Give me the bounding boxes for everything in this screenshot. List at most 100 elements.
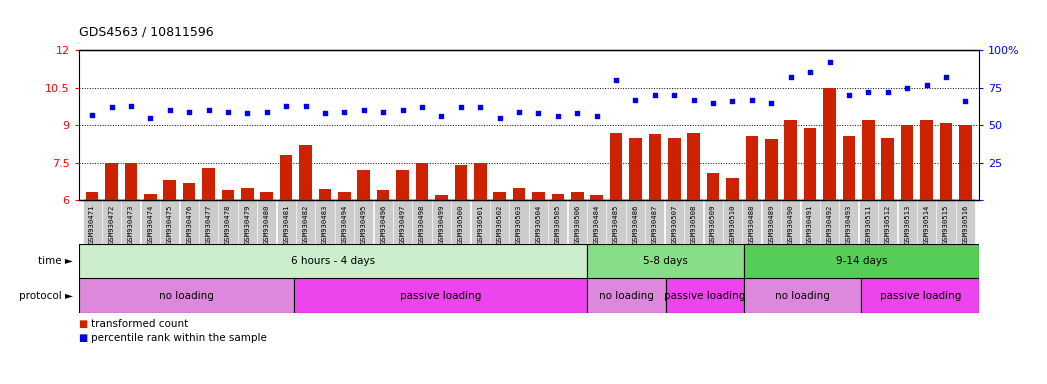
Text: 9-14 days: 9-14 days (836, 256, 887, 266)
Bar (688, 133, 700, 200)
Bar (823, 88, 836, 200)
Point (277, 103, 294, 109)
Bar (959, 125, 972, 200)
Text: GDS4563 / 10811596: GDS4563 / 10811596 (79, 25, 214, 38)
Point (957, 98, 974, 104)
Bar (222, 190, 235, 200)
Bar (493, 192, 506, 200)
Bar (804, 128, 817, 200)
Point (472, 104, 489, 110)
Point (200, 107, 217, 113)
Bar (587, 278, 666, 313)
Bar (513, 188, 526, 200)
Bar (436, 195, 448, 200)
Bar (144, 194, 157, 200)
Text: passive loading: passive loading (664, 291, 745, 301)
Bar (79, 278, 294, 313)
Bar (377, 190, 389, 200)
Bar (280, 155, 292, 200)
Bar (241, 188, 253, 200)
Text: ■: ■ (79, 319, 88, 329)
Bar (294, 278, 587, 313)
Point (181, 109, 198, 115)
Text: passive loading: passive loading (879, 291, 961, 301)
Bar (862, 278, 979, 313)
Text: no loading: no loading (599, 291, 654, 301)
Bar (163, 180, 176, 200)
Point (763, 99, 780, 106)
Point (375, 109, 392, 115)
Point (918, 81, 935, 88)
Bar (784, 120, 797, 200)
Point (666, 92, 683, 98)
Text: percentile rank within the sample: percentile rank within the sample (91, 333, 267, 343)
Point (511, 109, 528, 115)
Bar (939, 122, 953, 200)
Bar (648, 134, 661, 200)
Bar (591, 195, 603, 200)
Bar (338, 192, 351, 200)
Point (743, 96, 760, 103)
Bar (707, 173, 719, 200)
Bar (105, 163, 118, 200)
Bar (318, 189, 331, 200)
Point (686, 96, 703, 103)
Point (104, 104, 120, 110)
Text: no loading: no loading (159, 291, 214, 301)
Point (841, 92, 857, 98)
Text: time ►: time ► (39, 256, 73, 266)
Point (725, 98, 741, 104)
Bar (571, 192, 583, 200)
Bar (765, 139, 778, 200)
Text: transformed count: transformed count (91, 319, 188, 329)
Point (84, 112, 101, 118)
Point (646, 92, 663, 98)
Text: protocol ►: protocol ► (19, 291, 73, 301)
Bar (454, 166, 467, 200)
Bar (629, 138, 642, 200)
Bar (532, 192, 544, 200)
Point (433, 113, 450, 119)
Point (937, 74, 954, 80)
Bar (261, 192, 273, 200)
Point (821, 59, 838, 65)
Bar (587, 244, 744, 278)
Point (142, 114, 159, 121)
Text: no loading: no loading (776, 291, 830, 301)
Bar (397, 170, 409, 200)
Point (452, 104, 469, 110)
Bar (882, 138, 894, 200)
Point (550, 113, 566, 119)
Text: ■: ■ (79, 333, 88, 343)
Text: passive loading: passive loading (400, 291, 482, 301)
Point (802, 70, 819, 76)
Bar (862, 120, 874, 200)
Point (588, 113, 605, 119)
Bar (416, 163, 428, 200)
Point (336, 109, 353, 115)
Point (569, 110, 585, 116)
Point (220, 109, 237, 115)
Bar (474, 163, 487, 200)
Bar (183, 183, 196, 200)
Bar (125, 163, 137, 200)
Bar (609, 133, 622, 200)
Point (530, 110, 547, 116)
Point (860, 89, 876, 95)
Point (395, 107, 411, 113)
Point (627, 96, 644, 103)
Bar (900, 125, 913, 200)
Point (705, 99, 721, 106)
Point (297, 103, 314, 109)
Bar (202, 168, 215, 200)
Bar (843, 136, 855, 200)
Bar (86, 192, 98, 200)
Bar (727, 178, 739, 200)
Bar (552, 194, 564, 200)
Point (491, 114, 508, 121)
Point (355, 107, 372, 113)
Point (316, 110, 333, 116)
Point (259, 109, 275, 115)
Bar (744, 278, 862, 313)
Point (898, 84, 915, 91)
